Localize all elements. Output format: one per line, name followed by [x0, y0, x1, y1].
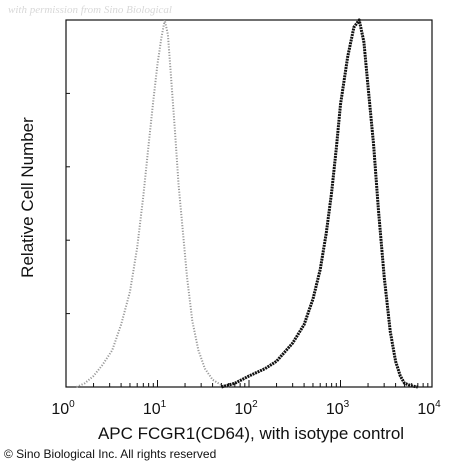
x-axis-ticks [65, 380, 433, 387]
x-tick-label: 102 [234, 399, 258, 418]
x-tick-label: 100 [51, 399, 75, 418]
x-axis-tick-labels: 100 101 102 103 104 [51, 399, 441, 418]
plot-area [65, 18, 433, 389]
x-tick-label: 101 [143, 399, 167, 418]
sample-histogram [221, 18, 419, 389]
watermark-text: with permission from Sino Biological [8, 4, 172, 16]
copyright-text: © Sino Biological Inc. All rights reserv… [4, 447, 216, 461]
x-tick-label: 104 [417, 399, 441, 418]
y-axis-title: Relative Cell Number [18, 117, 37, 278]
y-axis-ticks [66, 19, 70, 388]
x-axis-title: APC FCGR1(CD64), with isotype control [98, 424, 404, 443]
x-tick-label: 103 [326, 399, 350, 418]
isotype-control-histogram [75, 19, 229, 388]
series-layer [75, 18, 419, 389]
